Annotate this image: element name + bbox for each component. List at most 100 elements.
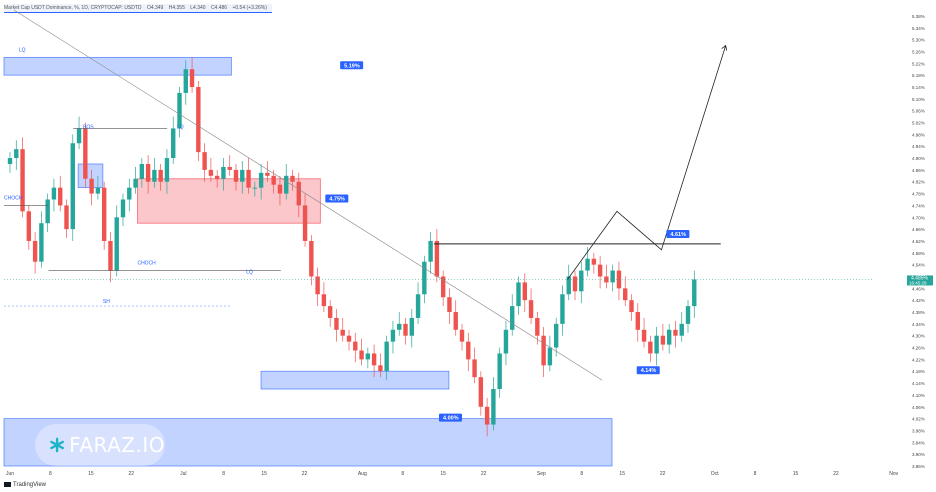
candle-body: [654, 335, 659, 354]
y-tick-label: 4.62%: [912, 239, 925, 244]
y-tick-label: 4.74%: [912, 203, 925, 208]
candle-body: [397, 323, 402, 330]
candle-body: [466, 341, 471, 360]
y-tick-label: 4.46%: [912, 286, 925, 291]
candle-body: [660, 335, 666, 345]
y-tick-label: 3.98%: [912, 428, 925, 433]
candle-body: [14, 149, 19, 159]
candle-body: [221, 166, 226, 179]
candle-body: [277, 184, 283, 194]
candle-body: [89, 178, 94, 194]
y-tick-label: 4.78%: [912, 192, 925, 197]
y-tick-label: 4.94%: [912, 144, 925, 149]
y-tick-label: 4.90%: [912, 156, 925, 161]
candle-body: [145, 163, 151, 182]
x-tick-label: 22: [129, 471, 135, 477]
demand-zone-4: [3, 418, 613, 467]
y-tick-label: 5.02%: [912, 121, 925, 126]
faraz-asterisk-logo: [50, 437, 64, 453]
candle-body: [246, 169, 251, 188]
x-tick-label: 22: [660, 471, 666, 477]
annotation-label-0: LQ: [19, 47, 26, 53]
ohlc-high: H4.355: [168, 5, 185, 11]
candle-body: [183, 69, 188, 93]
projection-path: [567, 45, 727, 280]
candle-body: [258, 172, 264, 188]
x-tick-label: 8: [580, 471, 583, 477]
candle-body: [45, 199, 50, 224]
candle-body: [265, 172, 270, 176]
watermark-badge: FARAZ.IO: [35, 424, 165, 466]
y-tick-label: 5.26%: [912, 49, 925, 54]
candle-body: [233, 169, 239, 182]
candle-body: [189, 69, 195, 87]
candle-body: [20, 149, 25, 212]
candle-body: [32, 240, 38, 262]
candle-body: [359, 350, 364, 360]
x-tick-label: Sep: [537, 471, 546, 477]
candle-body: [641, 329, 647, 342]
candle-body: [497, 353, 502, 390]
price-flag-3: [636, 366, 660, 375]
y-tick-label: 4.22%: [912, 357, 925, 362]
candle-body: [629, 300, 634, 313]
candle-body: [321, 294, 327, 307]
x-tick-label: 15: [88, 471, 94, 477]
y-tick-label: 5.18%: [912, 73, 925, 78]
candle-body: [491, 389, 496, 425]
annotation-label-3: CHOCH: [4, 196, 23, 202]
projection-arrowhead: [721, 44, 728, 51]
chart-title: Market Cap USDT Dominance, %, 1D, CRYPTO…: [4, 5, 142, 11]
candle-body: [597, 264, 603, 277]
candle-body: [39, 223, 44, 262]
y-tick-label: 4.38%: [912, 310, 925, 315]
candle-body: [83, 128, 88, 179]
annotation-label-4: CHOCH: [137, 261, 156, 267]
price-flag-label-0: 5.19%: [344, 63, 360, 69]
candle-body: [139, 163, 145, 179]
x-tick-label: Oct: [711, 471, 719, 477]
candle-body: [271, 175, 276, 185]
annotation-label-5: LQ: [246, 270, 253, 276]
y-tick-label: 4.86%: [912, 168, 925, 173]
x-tick-label: 15: [261, 471, 267, 477]
candle-body: [214, 175, 220, 179]
price-flag-1: [325, 194, 349, 203]
x-tick-label: 8: [754, 471, 757, 477]
price-flag-4: [439, 413, 462, 422]
candle-body: [177, 92, 182, 129]
x-tick-label: Nov: [889, 471, 898, 477]
candle-body: [378, 365, 383, 372]
candle-body: [371, 353, 377, 366]
y-tick-label: 4.34%: [912, 322, 925, 327]
candle-body: [346, 335, 352, 342]
candle-body: [459, 329, 465, 342]
x-tick-label: 22: [833, 471, 839, 477]
candle-body: [447, 297, 452, 313]
candle-body: [158, 169, 163, 182]
candle-body: [108, 240, 113, 271]
supply-zone-1: [137, 178, 321, 224]
candle-body: [114, 217, 119, 271]
candle-body: [95, 187, 101, 194]
price-flag-label-1: 4.75%: [329, 197, 345, 203]
y-tick-label: 4.82%: [912, 180, 925, 185]
candle-body: [127, 187, 132, 200]
ohlc-open: O4.349: [146, 5, 164, 11]
candle-body: [296, 181, 301, 206]
annotation-label-2: LQ: [177, 124, 184, 130]
y-tick-label: 4.26%: [912, 346, 925, 351]
candle-body: [510, 306, 515, 330]
candle-body: [58, 187, 63, 206]
price-flag-2: [666, 230, 690, 239]
candle-body: [196, 86, 201, 153]
candle-body: [315, 276, 320, 295]
trendline: [13, 9, 603, 381]
current-price-countdown: 16:45:29: [909, 280, 927, 285]
watermark-text: FARAZ.IO: [69, 433, 165, 457]
candle-body: [76, 128, 82, 144]
x-tick-label: Jul: [180, 471, 186, 477]
candle-body: [591, 258, 597, 265]
candle-body: [340, 329, 345, 336]
